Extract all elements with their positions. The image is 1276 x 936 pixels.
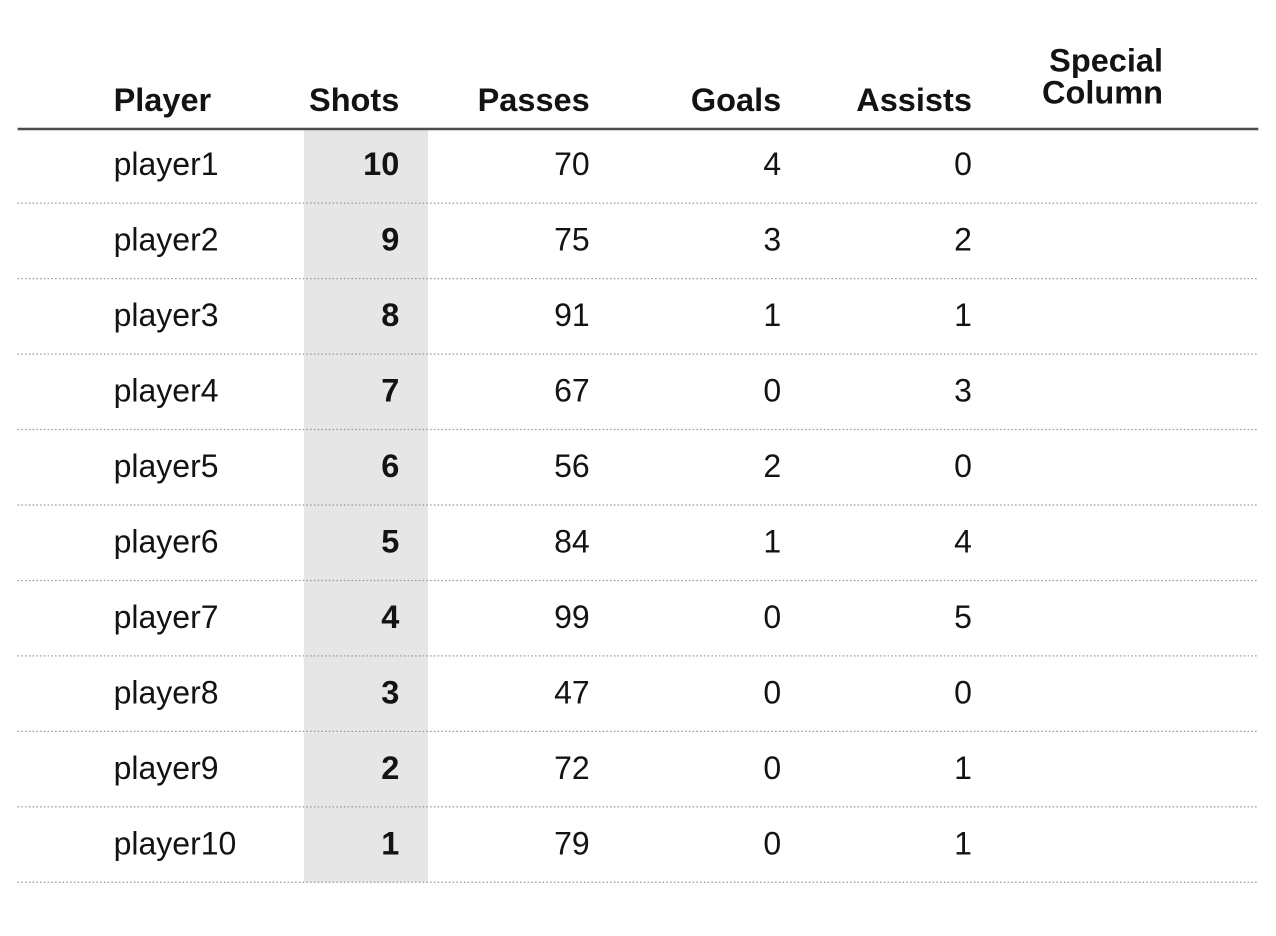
svg-text:10: 10 [363, 146, 399, 182]
svg-text:7: 7 [381, 373, 399, 409]
svg-text:0: 0 [763, 599, 781, 635]
svg-text:91: 91 [554, 297, 590, 333]
svg-text:1: 1 [763, 297, 781, 333]
svg-text:1: 1 [381, 825, 399, 861]
svg-text:player10: player10 [114, 825, 237, 861]
svg-text:72: 72 [554, 750, 590, 786]
svg-text:0: 0 [763, 750, 781, 786]
svg-text:3: 3 [954, 373, 972, 409]
svg-text:5: 5 [954, 599, 972, 635]
svg-text:0: 0 [954, 146, 972, 182]
svg-text:player4: player4 [114, 373, 219, 409]
svg-text:player3: player3 [114, 297, 219, 333]
svg-text:4: 4 [763, 146, 781, 182]
svg-text:8: 8 [381, 297, 399, 333]
svg-text:0: 0 [954, 674, 972, 710]
svg-text:player2: player2 [114, 222, 219, 258]
svg-text:6: 6 [381, 448, 399, 484]
svg-text:Assists: Assists [856, 82, 972, 118]
svg-text:Special: Special [1049, 42, 1163, 78]
svg-text:player6: player6 [114, 524, 219, 560]
svg-text:5: 5 [381, 524, 399, 560]
svg-text:player8: player8 [114, 674, 219, 710]
svg-text:2: 2 [763, 448, 781, 484]
svg-text:4: 4 [954, 524, 972, 560]
svg-text:0: 0 [763, 373, 781, 409]
svg-text:47: 47 [554, 674, 590, 710]
svg-text:Column: Column [1042, 74, 1163, 110]
svg-text:1: 1 [954, 297, 972, 333]
svg-text:56: 56 [554, 448, 590, 484]
svg-text:79: 79 [554, 825, 590, 861]
svg-text:9: 9 [381, 222, 399, 258]
svg-text:1: 1 [954, 750, 972, 786]
svg-text:4: 4 [381, 599, 399, 635]
svg-text:Shots: Shots [309, 82, 399, 118]
svg-text:player1: player1 [114, 146, 219, 182]
svg-text:Passes: Passes [478, 82, 590, 118]
svg-text:2: 2 [954, 222, 972, 258]
svg-text:1: 1 [763, 524, 781, 560]
svg-text:3: 3 [763, 222, 781, 258]
svg-text:player9: player9 [114, 750, 219, 786]
svg-text:0: 0 [954, 448, 972, 484]
svg-text:3: 3 [381, 674, 399, 710]
svg-text:player7: player7 [114, 599, 219, 635]
svg-text:player5: player5 [114, 448, 219, 484]
svg-text:67: 67 [554, 373, 590, 409]
svg-text:Player: Player [114, 82, 212, 118]
svg-text:84: 84 [554, 524, 590, 560]
svg-text:75: 75 [554, 222, 590, 258]
svg-text:0: 0 [763, 674, 781, 710]
svg-text:1: 1 [954, 825, 972, 861]
svg-text:Goals: Goals [691, 82, 781, 118]
svg-text:2: 2 [381, 750, 399, 786]
svg-text:0: 0 [763, 825, 781, 861]
svg-text:99: 99 [554, 599, 590, 635]
svg-text:70: 70 [554, 146, 590, 182]
